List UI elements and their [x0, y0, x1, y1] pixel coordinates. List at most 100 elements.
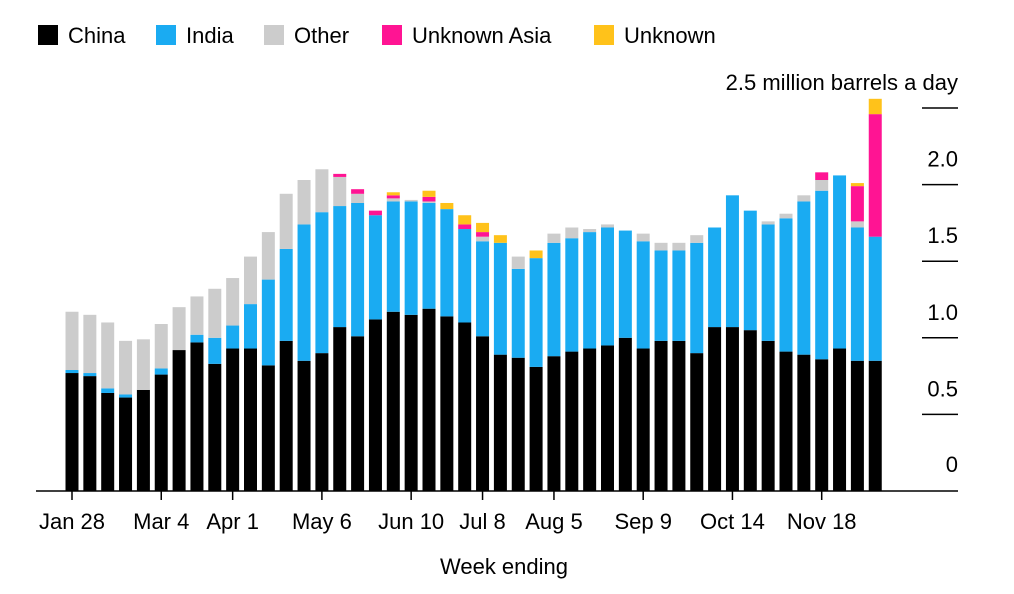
bar-china-29	[583, 348, 597, 491]
bar-unknown-asia-16	[351, 189, 365, 194]
bar-india-15	[333, 206, 347, 328]
x-tick-label-jul-8: Jul 8	[459, 509, 505, 534]
bar-china-40	[779, 351, 793, 491]
bar-other-12	[279, 193, 293, 249]
bar-india-7	[190, 334, 204, 343]
x-tick-label-apr-1: Apr 1	[206, 509, 259, 534]
legend-label-unknown: Unknown	[624, 23, 716, 48]
bar-china-8	[208, 363, 222, 491]
bar-other-42	[815, 180, 829, 191]
bar-other-25	[511, 256, 525, 269]
bar-india-11	[261, 279, 275, 366]
bar-china-10	[244, 348, 257, 491]
bar-india-31	[618, 230, 632, 338]
x-axis: Jan 28 Mar 4 Apr 1 May 6 Jun 10 Jul 8 Aug 5 Sep…	[36, 490, 958, 534]
bar-india-2	[101, 388, 115, 393]
bar-india-41	[797, 201, 811, 355]
bar-india-45	[868, 236, 882, 361]
bar-other-27	[547, 233, 561, 243]
bar-unknown-18	[386, 192, 400, 196]
bar-unknown-asia-22	[458, 224, 472, 230]
bar-india-13	[297, 224, 311, 361]
bar-india-44	[850, 227, 864, 361]
bar-unknown-asia-23	[476, 232, 490, 237]
bar-china-30	[601, 345, 614, 491]
bar-china-23	[476, 336, 490, 491]
bar-india-42	[815, 190, 829, 360]
x-tick-label-jun-10: Jun 10	[378, 509, 444, 534]
bar-india-39	[761, 224, 775, 341]
bar-india-36	[708, 227, 722, 328]
bar-other-8	[208, 288, 222, 338]
bar-unknown-26	[529, 250, 543, 259]
bar-india-29	[583, 232, 597, 349]
bar-china-44	[850, 360, 864, 491]
bar-china-33	[654, 340, 668, 491]
x-tick-label-nov-18: Nov 18	[787, 509, 857, 534]
bar-china-4	[136, 389, 150, 491]
bar-other-44	[850, 221, 864, 228]
bar-other-41	[797, 195, 811, 202]
bar-unknown-asia-15	[333, 173, 347, 177]
y-tick-label-0: 0	[946, 452, 958, 477]
bar-india-19	[404, 201, 418, 315]
bars	[65, 98, 882, 491]
bar-china-39	[761, 340, 775, 491]
bar-other-29	[583, 229, 597, 233]
bar-other-11	[261, 232, 275, 280]
legend-swatch-china	[38, 25, 58, 45]
bar-unknown-22	[458, 215, 472, 225]
bar-china-21	[440, 316, 454, 491]
bar-china-32	[636, 348, 650, 491]
y-tick-label-1.0: 1.0	[927, 300, 958, 325]
bar-china-17	[368, 319, 382, 491]
bar-india-9	[226, 325, 240, 349]
x-axis-title: Week ending	[440, 554, 568, 579]
bar-india-40	[779, 218, 793, 352]
bar-india-21	[440, 209, 454, 317]
bar-india-5	[154, 368, 168, 375]
bar-china-27	[547, 356, 561, 491]
bar-india-23	[476, 241, 490, 337]
bar-china-0	[65, 373, 79, 491]
legend-swatch-india	[156, 25, 176, 45]
bar-other-6	[172, 307, 186, 351]
bar-unknown-asia-17	[368, 210, 382, 216]
bar-other-19	[404, 199, 418, 202]
bar-china-34	[672, 340, 686, 491]
bar-india-26	[529, 258, 543, 367]
bar-other-30	[601, 224, 614, 228]
bar-unknown-44	[850, 183, 864, 187]
bar-unknown-asia-44	[850, 186, 864, 222]
bar-china-19	[404, 314, 418, 491]
bar-china-2	[101, 392, 115, 491]
x-tick-label-mar-4: Mar 4	[133, 509, 189, 534]
bar-china-36	[708, 327, 722, 491]
bar-india-28	[565, 238, 579, 352]
y-axis-unit-label: 2.5 million barrels a day	[726, 70, 958, 95]
bar-other-2	[101, 322, 115, 389]
bar-india-34	[672, 250, 686, 341]
bar-china-37	[725, 327, 739, 491]
bar-india-33	[654, 250, 668, 341]
bar-other-34	[672, 242, 686, 251]
legend-label-china: China	[68, 23, 126, 48]
bar-china-43	[833, 348, 847, 491]
x-tick-label-sep-9: Sep 9	[614, 509, 672, 534]
bar-china-13	[297, 360, 311, 491]
bar-china-42	[815, 359, 829, 491]
bar-india-20	[422, 202, 436, 309]
bar-other-33	[654, 242, 668, 251]
bar-other-4	[136, 339, 150, 390]
bar-china-15	[333, 327, 347, 491]
bar-india-38	[743, 210, 757, 331]
bar-china-7	[190, 342, 204, 491]
bar-china-1	[83, 376, 97, 491]
x-tick-label-jan-28: Jan 28	[39, 509, 105, 534]
bar-india-16	[351, 202, 365, 337]
bar-unknown-45	[868, 98, 882, 115]
bar-india-8	[208, 337, 222, 364]
bar-india-43	[833, 175, 847, 349]
bar-other-1	[83, 314, 97, 374]
